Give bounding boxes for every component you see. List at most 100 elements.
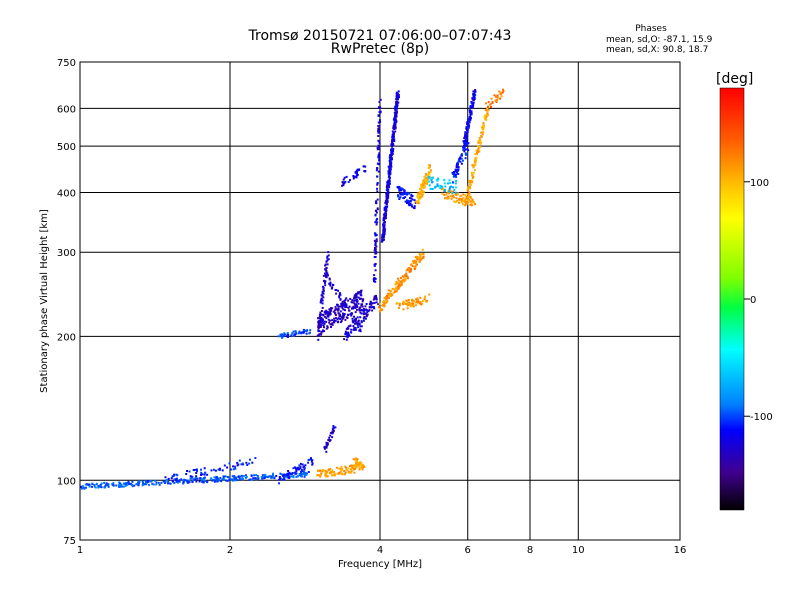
echo-point: [410, 204, 413, 207]
echo-point: [395, 286, 398, 289]
echo-point: [403, 275, 406, 278]
echo-point: [341, 184, 344, 187]
echo-point: [303, 468, 306, 471]
echo-point: [345, 466, 348, 469]
echo-point: [480, 131, 483, 134]
echo-point: [378, 152, 381, 155]
echo-point: [351, 464, 354, 467]
echo-point: [327, 313, 329, 315]
echo-point: [324, 274, 327, 277]
echo-point: [323, 326, 325, 329]
echo-point: [325, 310, 328, 313]
echo-point: [342, 183, 345, 186]
echo-point: [410, 194, 413, 197]
echo-point: [200, 468, 202, 471]
echo-point: [417, 193, 420, 196]
echo-point: [338, 472, 341, 474]
echo-point: [419, 254, 422, 257]
echo-point: [303, 475, 306, 478]
echo-point: [477, 148, 480, 151]
echo-point: [193, 469, 196, 471]
echo-point: [410, 264, 412, 267]
echo-point: [182, 479, 185, 482]
echo-point: [379, 98, 382, 101]
echo-point: [240, 474, 243, 477]
echo-point: [369, 300, 372, 303]
echo-point: [470, 110, 473, 113]
echo-point: [344, 471, 347, 474]
echo-point: [317, 326, 320, 329]
echo-point: [245, 474, 247, 477]
echo-point: [345, 332, 347, 335]
echo-point: [464, 194, 467, 197]
echo-point: [427, 167, 430, 170]
echo-point: [112, 482, 115, 485]
echo-point: [402, 308, 405, 311]
echo-point: [444, 188, 447, 191]
echo-point: [417, 197, 420, 200]
echo-point: [469, 203, 472, 206]
echo-point: [413, 205, 416, 208]
echo-point: [482, 131, 485, 134]
echo-point: [230, 468, 233, 471]
echo-point: [476, 145, 479, 148]
echo-point: [316, 334, 319, 337]
echo-point: [382, 304, 385, 307]
echo-point: [465, 153, 468, 156]
echo-point: [419, 303, 422, 306]
echo-point: [463, 200, 466, 203]
echo-point: [210, 477, 213, 480]
x-tick-label: 4: [377, 545, 383, 556]
echo-point: [474, 89, 477, 91]
echo-point: [396, 282, 399, 285]
echo-point: [337, 309, 339, 312]
echo-point: [375, 301, 378, 304]
echo-point: [412, 262, 415, 265]
echo-point: [302, 331, 305, 334]
echo-point: [452, 195, 454, 197]
echo-point: [383, 305, 386, 308]
echo-point: [194, 477, 197, 479]
echo-point: [423, 183, 426, 185]
echo-point: [481, 133, 484, 136]
echo-point: [464, 152, 467, 155]
echo-point: [489, 103, 491, 106]
echo-point: [389, 160, 392, 163]
echo-point: [468, 109, 471, 112]
echo-point: [421, 184, 424, 187]
echo-point: [91, 482, 94, 485]
echo-point: [170, 477, 173, 480]
echo-point: [95, 482, 98, 485]
echo-point: [479, 142, 482, 145]
echo-point: [384, 205, 387, 208]
echo-point: [303, 467, 306, 469]
echo-point: [160, 481, 163, 484]
echo-point: [352, 464, 355, 467]
echo-point: [105, 483, 108, 486]
echo-point: [373, 295, 376, 298]
echo-point: [186, 470, 188, 472]
echo-point: [477, 141, 480, 144]
echo-point: [330, 307, 332, 310]
echo-point: [464, 134, 466, 137]
echo-point: [404, 279, 407, 282]
echo-point: [226, 476, 229, 478]
echo-point: [377, 153, 380, 156]
echo-point: [455, 194, 458, 196]
echo-point: [365, 309, 368, 311]
echo-point: [422, 191, 425, 194]
x-axis-ticks: 1 2 4 6 8 10 16: [77, 545, 687, 556]
echo-point: [359, 461, 362, 464]
echo-point: [502, 90, 505, 92]
echo-point: [298, 330, 301, 333]
echo-point: [424, 173, 427, 175]
echo-point: [317, 474, 320, 477]
echo-point: [348, 465, 351, 468]
echo-point: [226, 466, 229, 469]
echo-point: [386, 294, 388, 297]
echo-point: [367, 310, 370, 313]
echo-point: [411, 205, 414, 208]
echo-point: [359, 466, 362, 469]
echo-point: [392, 144, 395, 147]
echo-point: [487, 105, 489, 108]
